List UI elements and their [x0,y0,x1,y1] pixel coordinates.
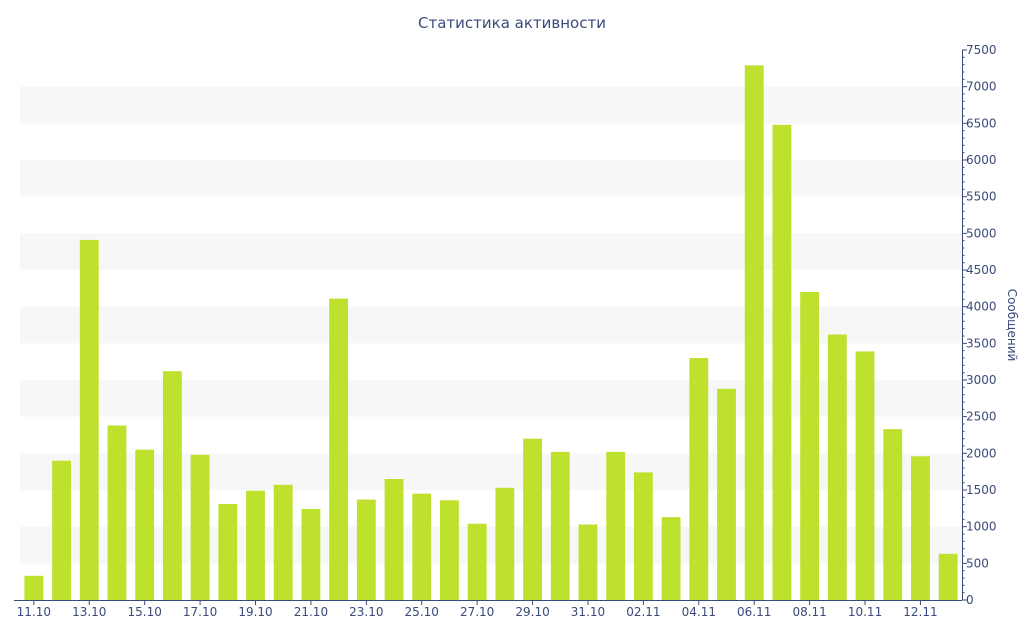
x-tick-label: 08.11 [792,605,826,619]
bar-04.11 [689,358,709,600]
bar-30.10 [550,451,570,600]
bar-18.10 [218,503,238,600]
x-tick-label: 15.10 [127,605,161,619]
chart-title: Статистика активности [418,14,606,32]
y-tick-label: 7000 [966,80,997,94]
grid-band [20,306,962,344]
bar-12.10 [52,460,71,600]
grid-band [20,526,962,564]
y-tick-label: 500 [966,556,989,570]
x-tick-label: 29.10 [515,605,549,619]
y-tick-label: 5000 [966,226,997,240]
bar-19.10 [246,490,265,600]
bar-09.11 [827,334,847,600]
bar-07.11 [772,124,792,601]
bar-21.10 [301,509,321,600]
x-tick-label: 19.10 [238,605,272,619]
grid-band [20,380,962,417]
bar-13.11 [938,553,958,600]
x-tick-label: 21.10 [294,605,328,619]
bar-24.10 [384,479,404,600]
y-tick-label: 3500 [966,336,997,350]
bar-23.10 [356,499,376,600]
bar-27.10 [467,523,487,600]
x-tick-label: 06.11 [737,605,771,619]
x-tick-label: 11.10 [17,605,51,619]
x-tick-label: 27.10 [460,605,494,619]
bar-26.10 [440,500,459,600]
bar-17.10 [190,454,210,600]
x-tick-label: 04.11 [682,605,716,619]
bar-11.11 [883,429,903,600]
bar-03.11 [661,517,681,600]
bar-10.11 [855,351,875,600]
grid-band [20,233,962,270]
bar-01.11 [606,451,626,600]
x-tick-label: 23.10 [349,605,383,619]
y-tick-label: 5500 [966,190,997,204]
bar-12.11 [911,456,930,600]
bar-15.10 [135,449,155,600]
bar-16.10 [162,371,182,600]
y-tick-label: 1500 [966,483,997,497]
bar-20.10 [273,484,293,600]
bar-31.10 [578,524,598,600]
x-tick-label: 17.10 [183,605,217,619]
x-tick-label: 31.10 [571,605,605,619]
x-tick-label: 13.10 [72,605,106,619]
x-tick-label: 25.10 [405,605,439,619]
y-tick-label: 6500 [966,116,997,130]
bar-29.10 [523,438,542,600]
x-tick-label: 10.11 [848,605,882,619]
bar-05.11 [717,388,736,600]
y-tick-label: 0 [966,593,974,607]
bar-22.10 [329,298,349,600]
y-tick-label: 1000 [966,520,997,534]
y-tick-label: 3000 [966,373,997,387]
bar-06.11 [744,65,764,600]
grid-band [20,453,962,490]
bar-08.11 [800,292,820,600]
x-tick-label: 12.11 [903,605,937,619]
bar-13.10 [79,239,99,600]
y-tick-label: 4500 [966,263,997,277]
bar-28.10 [495,487,515,600]
y-tick-label: 7500 [966,43,997,57]
bar-02.11 [633,472,653,600]
y-axis-title: Сообщений [1005,289,1019,362]
bar-14.10 [107,425,127,600]
grid-band [20,160,962,197]
y-tick-label: 2500 [966,410,997,424]
y-tick-label: 4000 [966,300,997,314]
y-tick-label: 2000 [966,446,997,460]
y-tick-label: 6000 [966,153,997,167]
bar-25.10 [412,493,432,600]
grid-band [20,86,962,124]
bar-11.10 [24,575,44,600]
x-tick-label: 02.11 [626,605,660,619]
